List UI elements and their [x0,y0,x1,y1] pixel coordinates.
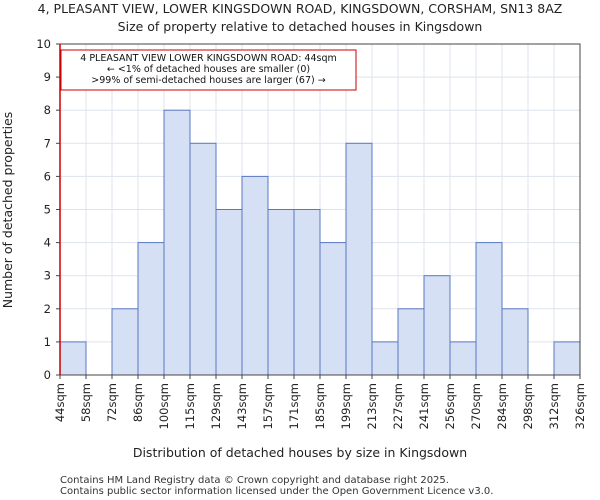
y-tick-label: 10 [36,37,51,51]
bar-44sqm [59,341,87,376]
bar-72sqm [111,308,139,376]
y-tick-label: 8 [44,103,51,117]
bar-284sqm [501,308,529,376]
bar-100sqm [163,109,191,376]
bar-241sqm [423,275,451,376]
annotation-line-1: 4 PLEASANT VIEW LOWER KINGSDOWN ROAD: 44… [80,53,337,64]
y-tick-label: 2 [44,302,51,316]
x-tick-label: 171sqm [287,383,301,429]
annotation-line-3: >99% of semi-detached houses are larger … [91,75,325,86]
annotation-line-2: ← <1% of detached houses are smaller (0) [107,64,310,75]
x-tick-label: 298sqm [521,383,535,429]
y-tick-label: 5 [44,203,51,217]
bar-86sqm [137,242,165,376]
bar-270sqm [475,242,503,376]
x-tick-label: 227sqm [391,383,405,429]
footer-line-1: Contains HM Land Registry data © Crown c… [60,475,449,486]
bar-213sqm [371,341,399,376]
x-tick-label: 185sqm [313,383,327,429]
bar-171sqm [293,209,321,376]
x-tick-label: 326sqm [573,383,587,429]
x-tick-label: 72sqm [105,383,119,422]
x-tick-label: 157sqm [261,383,275,429]
x-tick-label: 213sqm [365,383,379,429]
x-tick-label: 241sqm [417,383,431,429]
footer-line-2: Contains public sector information licen… [60,486,493,497]
y-tick-label: 1 [44,335,51,349]
x-tick-label: 199sqm [339,383,353,429]
bar-157sqm [267,209,295,376]
bar-256sqm [449,341,477,376]
bar-227sqm [397,308,425,376]
bar-115sqm [189,142,217,376]
annotation-frame [60,49,357,91]
x-tick-label: 256sqm [443,383,457,429]
bars [59,109,581,376]
y-tick-label: 7 [44,136,51,150]
bar-312sqm [553,341,581,376]
x-tick-label: 284sqm [495,383,509,429]
y-tick-label: 9 [44,70,51,84]
y-axis-ticks: 0 1 2 3 4 5 6 7 8 9 10 [36,37,60,382]
chart-subtitle: Size of property relative to detached ho… [118,19,483,34]
x-tick-label: 129sqm [209,383,223,429]
x-tick-label: 44sqm [53,383,67,422]
y-axis-label: Number of detached properties [0,112,15,309]
x-tick-label: 312sqm [547,383,561,429]
y-tick-label: 3 [44,269,51,283]
y-tick-label: 0 [44,368,51,382]
bar-185sqm [319,242,347,376]
x-tick-label: 100sqm [157,383,171,429]
x-tick-label: 270sqm [469,383,483,429]
y-tick-label: 6 [44,169,51,183]
bar-199sqm [345,142,373,376]
x-axis-ticks: 44sqm 58sqm 72sqm 86sqm 100sqm 115sqm 129sqm 14… [53,375,587,429]
x-tick-label: 86sqm [131,383,145,422]
chart-title: 4, PLEASANT VIEW, LOWER KINGSDOWN ROAD, … [38,1,563,16]
bar-129sqm [215,209,243,376]
x-axis-label: Distribution of detached houses by size … [133,445,467,460]
x-tick-label: 58sqm [79,383,93,422]
x-tick-label: 115sqm [183,383,197,429]
bar-143sqm [241,175,269,376]
x-tick-label: 143sqm [235,383,249,429]
annotation-box: 4 PLEASANT VIEW LOWER KINGSDOWN ROAD: 44… [60,49,357,91]
y-tick-label: 4 [44,236,51,250]
